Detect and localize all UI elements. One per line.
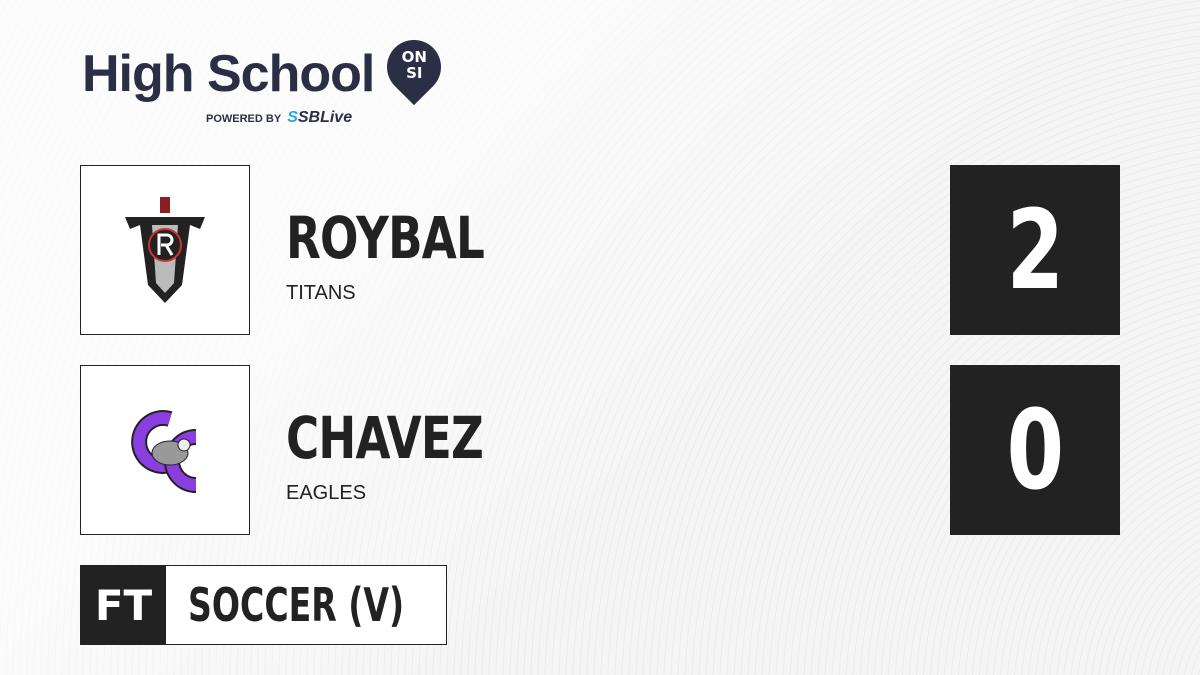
pin-badge: ON SI <box>376 28 453 106</box>
eagles-cc-icon <box>80 365 250 535</box>
pin-text-line2: SI <box>406 64 423 82</box>
sblive-logo: SSBLive <box>287 109 353 126</box>
team-mascot: TITANS <box>286 282 356 304</box>
titans-sword-icon <box>80 165 250 335</box>
pin-text-line1: ON <box>401 48 427 66</box>
game-status-bar: FT SOCCER (V) <box>80 565 447 645</box>
high-school-on-si-logo: High School ON SI POWERED BY SSBLive <box>82 28 502 134</box>
team-row-home: ROYBAL TITANS 2 <box>80 165 1120 335</box>
logo-row: High School ON SI <box>82 28 502 106</box>
team-name: ROYBAL <box>286 204 485 272</box>
team-mascot: EAGLES <box>286 482 367 504</box>
powered-by: POWERED BY SSBLive <box>206 110 352 127</box>
team-score: 0 <box>950 365 1120 535</box>
brand-title: High School <box>82 45 375 103</box>
powered-by-label: POWERED BY <box>206 113 282 125</box>
sport-label: SOCCER (V) <box>188 578 405 632</box>
team-name: CHAVEZ <box>286 404 484 472</box>
pin-text: ON SI <box>386 49 442 81</box>
game-status: FT <box>81 566 166 644</box>
team-row-away: CHAVEZ EAGLES 0 <box>80 365 1120 535</box>
team-score: 2 <box>950 165 1120 335</box>
